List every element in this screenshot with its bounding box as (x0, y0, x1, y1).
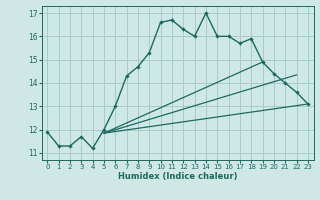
X-axis label: Humidex (Indice chaleur): Humidex (Indice chaleur) (118, 172, 237, 181)
